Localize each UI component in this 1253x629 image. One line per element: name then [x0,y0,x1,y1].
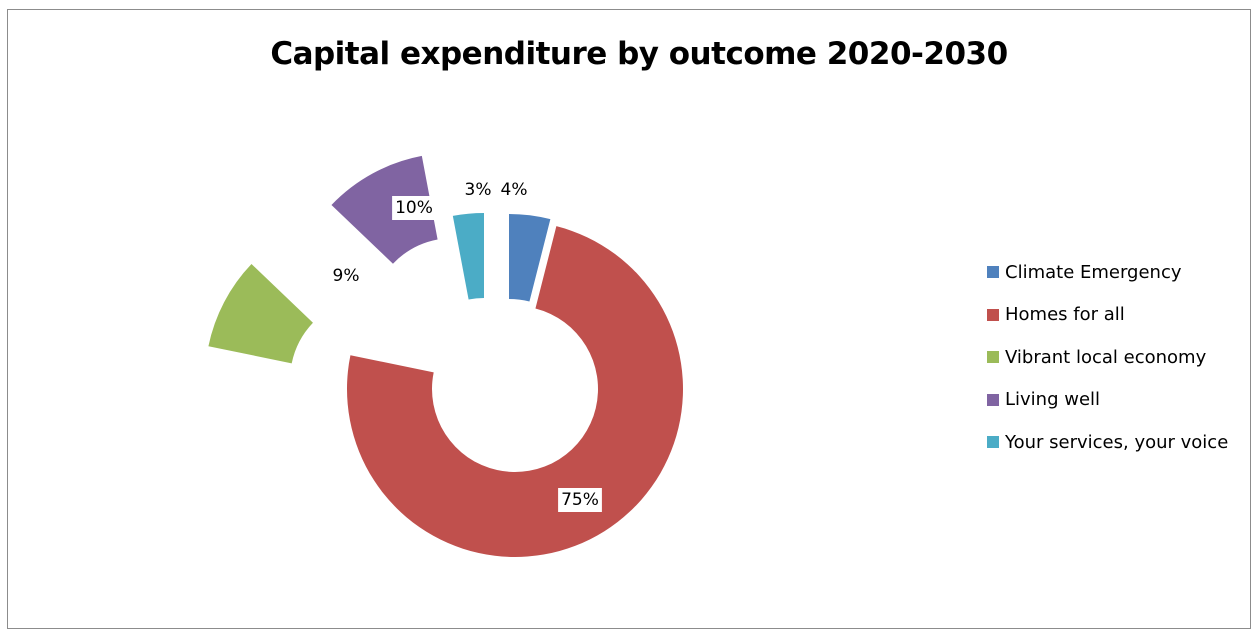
legend-item-living-well: Living well [987,384,1228,416]
legend-label-vibrant-local-economy: Vibrant local economy [1005,347,1206,368]
legend-item-vibrant-local-economy: Vibrant local economy [987,341,1228,373]
data-label-living-well: 10% [395,198,433,218]
slice-vibrant-local-economy [208,264,313,363]
data-label-box-climate-emergency: 4% [498,178,531,202]
legend-swatch-your-services-your-voice [987,436,999,448]
legend-swatch-climate-emergency [987,266,999,278]
legend-label-homes-for-all: Homes for all [1005,304,1125,325]
data-label-box-living-well: 10% [392,196,436,220]
legend-label-climate-emergency: Climate Emergency [1005,262,1182,283]
legend-label-living-well: Living well [1005,389,1100,410]
data-label-box-homes-for-all: 75% [558,488,602,512]
data-label-homes-for-all: 75% [561,490,599,510]
data-label-vibrant-local-economy: 9% [333,266,360,286]
data-label-climate-emergency: 4% [501,180,528,200]
legend: Climate Emergency Homes for all Vibrant … [987,256,1228,469]
legend-swatch-living-well [987,394,999,406]
data-label-your-services-your-voice: 3% [465,180,492,200]
legend-item-your-services-your-voice: Your services, your voice [987,426,1228,458]
legend-label-your-services-your-voice: Your services, your voice [1005,432,1228,453]
data-label-box-your-services-your-voice: 3% [462,178,495,202]
slice-your-services-your-voice [453,213,484,299]
legend-item-climate-emergency: Climate Emergency [987,256,1228,288]
data-label-box-vibrant-local-economy: 9% [330,264,363,288]
legend-swatch-vibrant-local-economy [987,351,999,363]
legend-swatch-homes-for-all [987,309,999,321]
legend-item-homes-for-all: Homes for all [987,299,1228,331]
